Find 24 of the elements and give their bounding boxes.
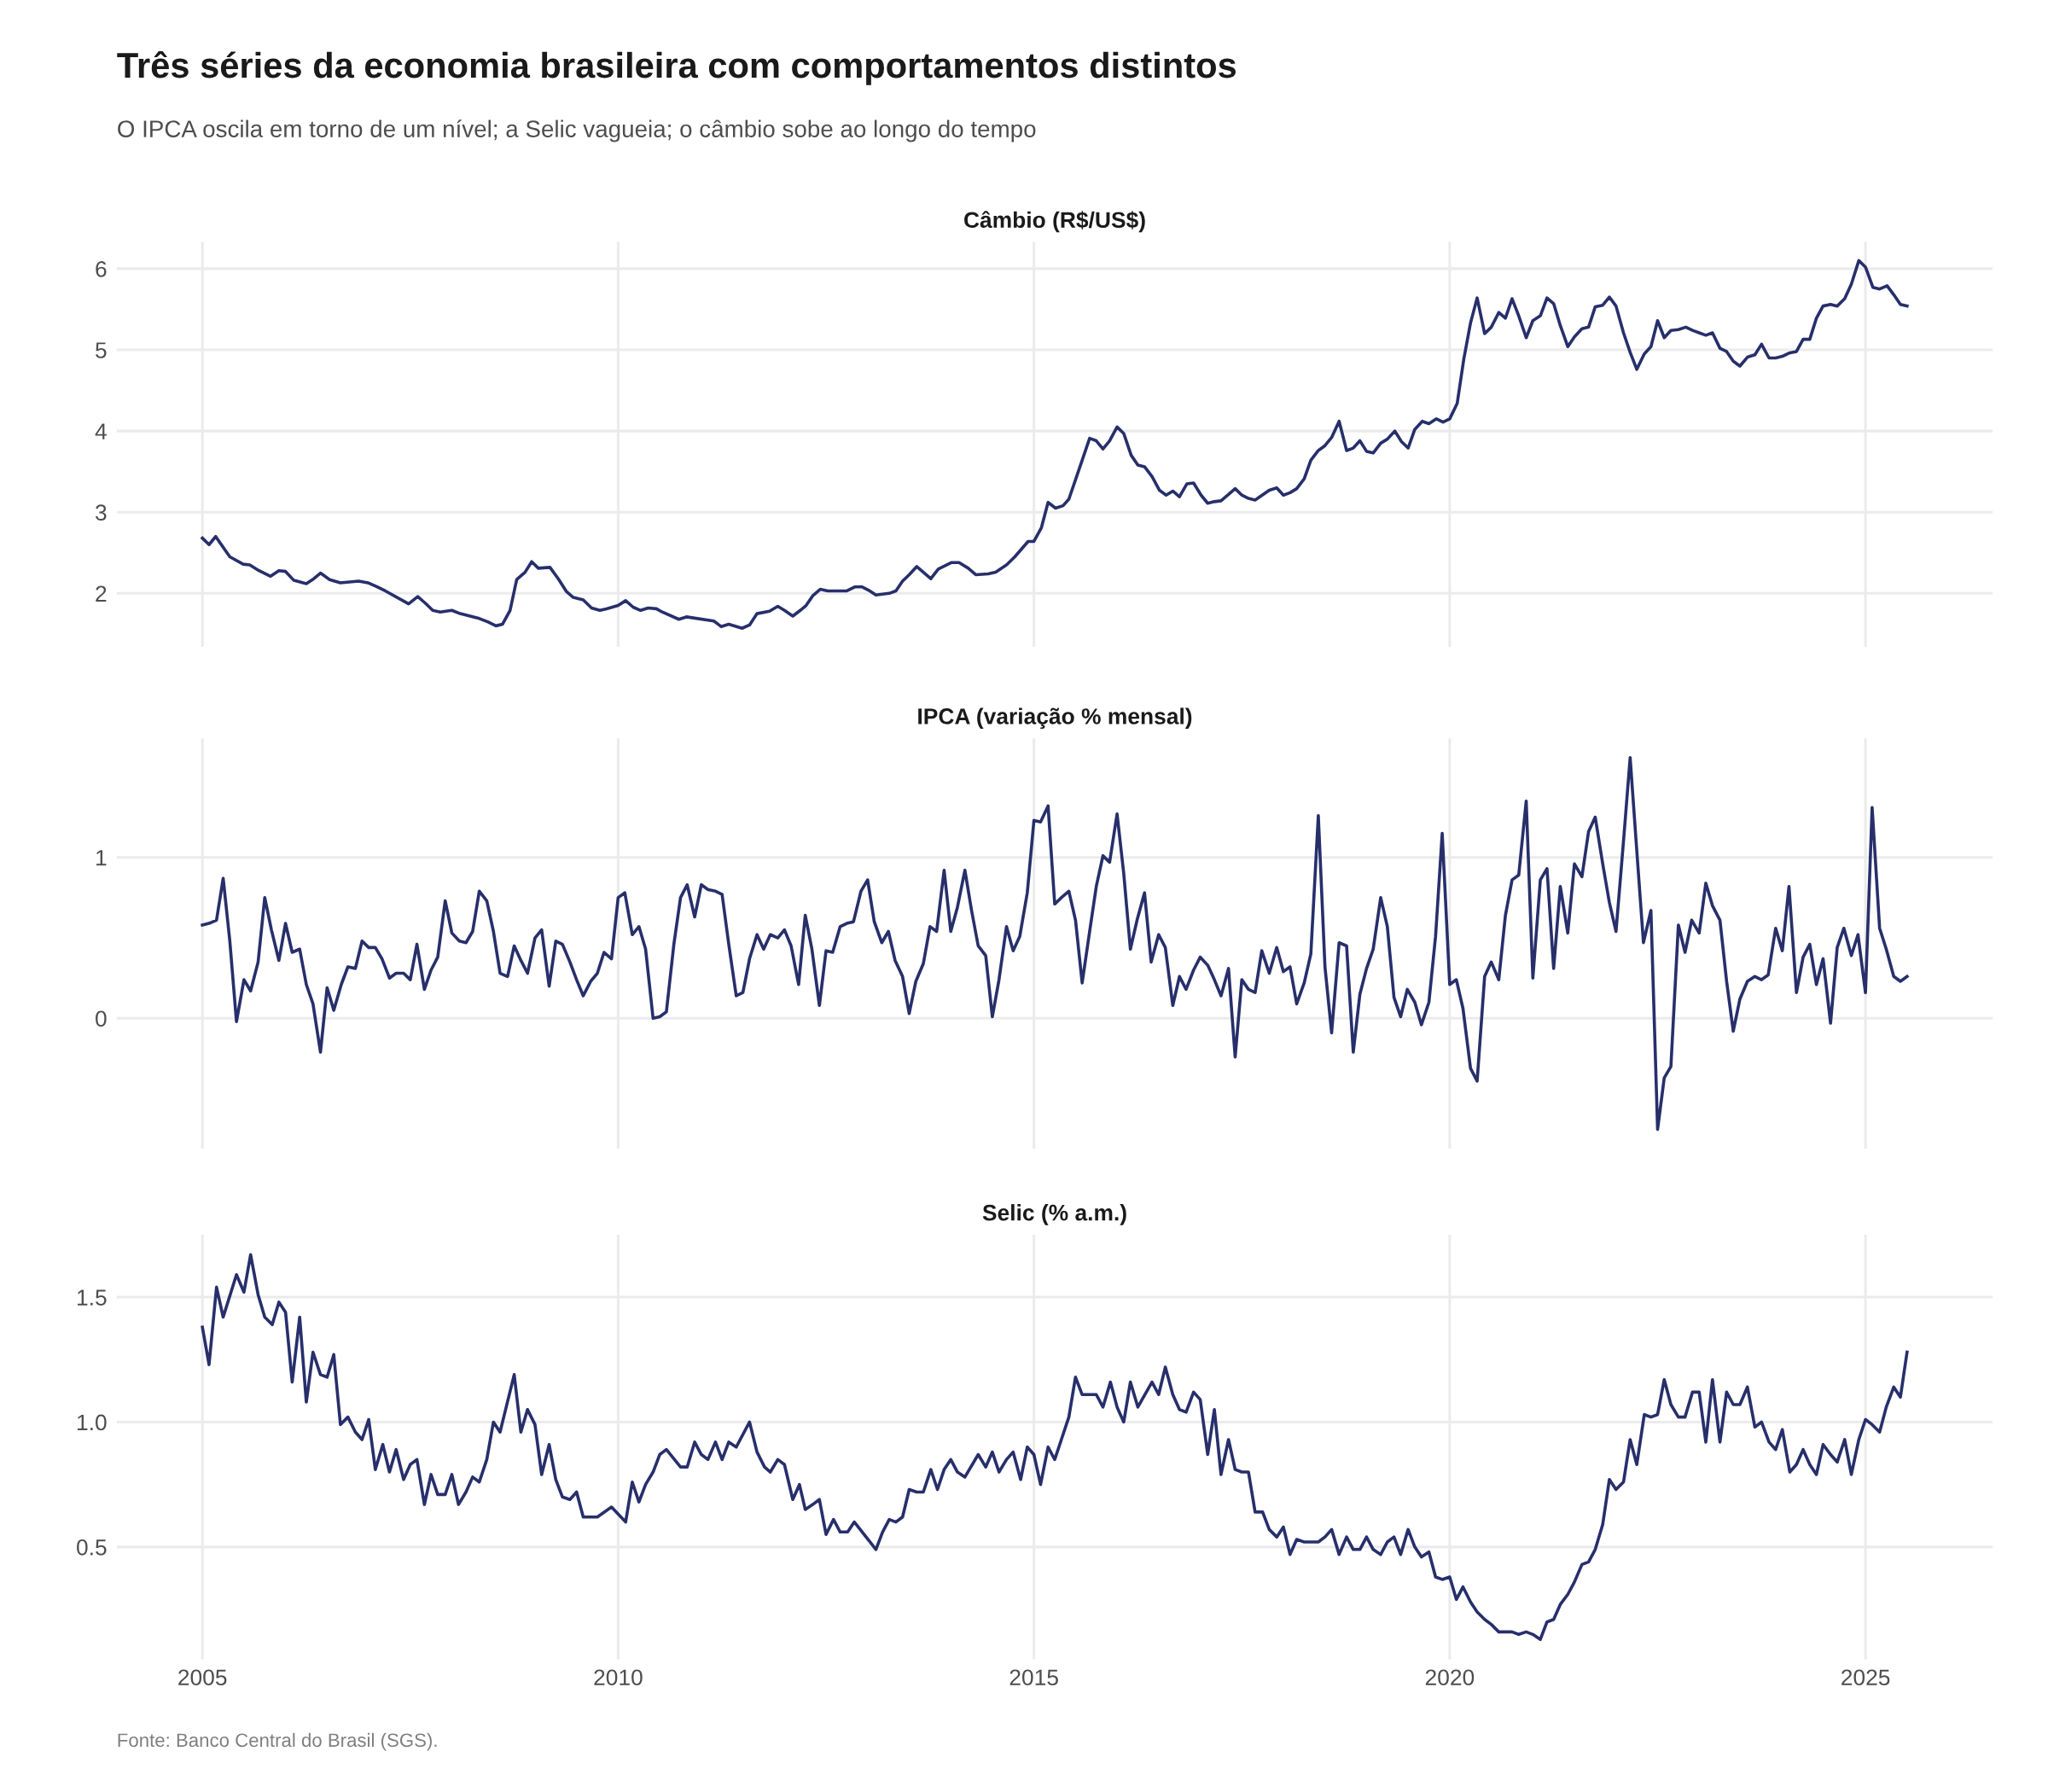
y-tick-label: 0.5 [77, 1539, 107, 1556]
x-tick-label: 2010 [594, 1669, 643, 1686]
y-tick-label: 2 [96, 585, 107, 602]
line-series [201, 756, 1909, 1132]
y-tick-label: 6 [96, 261, 107, 277]
chart-subtitle: O IPCA oscila em torno de um nível; a Selic vagueia; o câmbio sobe ao longo do tempo [118, 119, 1036, 143]
y-tick-label: 5 [96, 342, 107, 358]
text: Selic (% a.m.) [982, 1204, 1126, 1225]
y-tick-label: 1.5 [78, 1289, 107, 1306]
source-note: Fonte: Banco Central do Brasil (SGS). [118, 1732, 437, 1751]
y-tick-label: 1 [96, 850, 107, 866]
y-tick-label: 3 [96, 504, 107, 521]
x-tick-label: 2015 [1009, 1669, 1058, 1686]
x-tick-label: 2005 [178, 1669, 227, 1686]
line-series [201, 1253, 1909, 1641]
chart-title: Três séries da economia brasileira com comportamentos distintos [117, 50, 1236, 85]
y-tick-label: 1.0 [78, 1414, 107, 1431]
y-tick-label: 0 [96, 1010, 107, 1027]
x-tick-label: 2020 [1425, 1669, 1475, 1686]
y-tick-label: 4 [95, 423, 107, 439]
x-tick-label: 2025 [1841, 1669, 1890, 1686]
line-series [201, 259, 1909, 631]
text: Câmbio (R$/US$) [964, 211, 1145, 233]
text: IPCA (variação % mensal) [918, 707, 1192, 730]
